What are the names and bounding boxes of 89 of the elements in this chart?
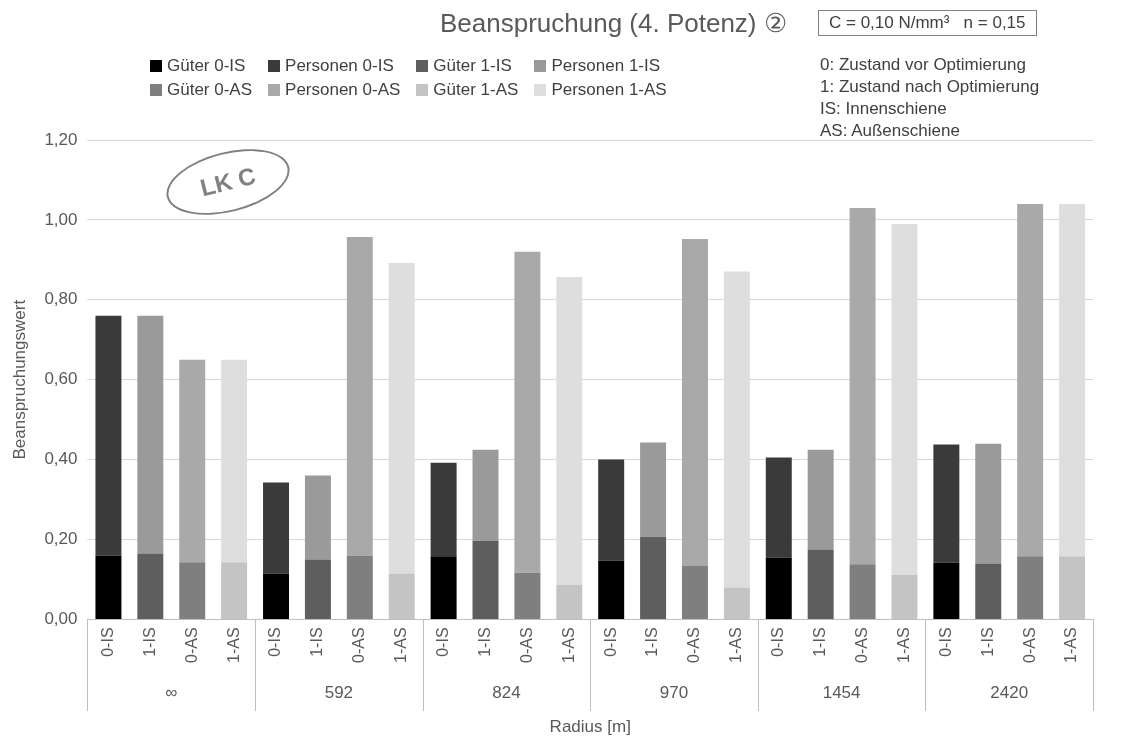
bar [975, 443, 1002, 564]
x-tick-label: 1-IS [308, 627, 326, 657]
x-tick-label: 0-IS [936, 627, 954, 657]
bar [263, 573, 290, 619]
bar [179, 359, 206, 563]
bar [346, 555, 373, 619]
bar [1017, 556, 1044, 619]
y-tick-label: 0,00 [44, 609, 78, 629]
text: IS: Innenschiene [820, 98, 948, 120]
text: ∞ [165, 682, 178, 702]
x-tick-label: 1-AS [559, 627, 577, 664]
text: 824 [492, 682, 521, 702]
y-tick-label: 1,20 [44, 129, 78, 149]
x-tick-label: 0-AS [852, 627, 870, 664]
text: 2420 [990, 682, 1029, 702]
x-tick-label: 0-AS [1020, 627, 1038, 664]
bar [179, 562, 206, 619]
x-tick-label: 1-AS [727, 627, 745, 664]
legend-label: Personen 1-IS [550, 56, 662, 76]
bar [137, 553, 164, 619]
text: 0: Zustand vor Optimierung [820, 54, 1027, 76]
bar [849, 207, 876, 565]
bar [682, 239, 708, 566]
bar [640, 442, 667, 537]
bar [765, 457, 792, 558]
bar [682, 565, 708, 619]
y-tick-label: 0,80 [44, 289, 78, 309]
bar [514, 572, 541, 619]
x-tick-label: 0-IS [266, 627, 284, 657]
bar [598, 560, 625, 619]
text: 970 [659, 682, 689, 702]
legend-label: Personen 0-AS [284, 80, 401, 100]
x-tick-label: 0-AS [517, 627, 535, 664]
x-tick-label: 1-IS [140, 627, 158, 657]
x-tick-label: 0-AS [685, 627, 703, 664]
bar [849, 564, 876, 619]
bar [1017, 203, 1044, 557]
legend-label: Güter 0-IS [166, 56, 247, 76]
bar [430, 556, 457, 619]
bar [304, 559, 331, 619]
y-tick-label: 0,20 [44, 529, 78, 549]
text: 1454 [822, 682, 861, 702]
text: C = 0,10 N/mm³ n = 0,15 [818, 10, 1037, 36]
bar [472, 540, 499, 619]
y-axis-title: Beanspruchungswert [9, 299, 29, 460]
legend-label: Güter 1-AS [432, 80, 519, 100]
x-tick-label: 0-AS [350, 627, 368, 664]
bar [95, 555, 122, 619]
x-tick-label: 1-IS [475, 627, 493, 657]
bar [807, 449, 834, 550]
bar [430, 462, 457, 557]
bar [598, 459, 625, 561]
x-tick-label: 0-IS [434, 627, 452, 657]
text: 592 [324, 682, 354, 702]
legend-label: Personen 1-AS [550, 80, 667, 100]
x-tick-label: 1-IS [978, 627, 996, 657]
bar [640, 536, 667, 619]
x-tick-label: 1-IS [643, 627, 661, 657]
bar [472, 449, 499, 541]
bar [765, 557, 792, 619]
legend-label: Güter 0-AS [166, 80, 253, 100]
bar [137, 315, 164, 554]
bar [304, 475, 331, 560]
x-tick-label: 1-IS [811, 627, 829, 657]
text: 1: Zustand nach Optimierung [820, 76, 1040, 98]
x-tick-label: 0-AS [182, 627, 200, 664]
x-tick-label: 1-AS [392, 627, 410, 664]
bar [933, 562, 960, 619]
bar [346, 237, 373, 556]
legend-label: Güter 1-IS [432, 56, 513, 76]
y-tick-label: 0,60 [44, 369, 78, 389]
bar [95, 315, 122, 556]
x-tick-label: 0-IS [98, 627, 116, 657]
bar [514, 251, 541, 573]
x-tick-label: 0-IS [601, 627, 619, 657]
x-tick-label: 1-AS [224, 627, 242, 664]
x-tick-label: 1-AS [1062, 627, 1080, 664]
y-tick-label: 1,00 [44, 209, 78, 229]
bar [807, 549, 834, 619]
annotation: AS: Außenschiene [820, 120, 961, 142]
bar [263, 482, 290, 574]
legend-label: Personen 0-IS [284, 56, 395, 76]
bar [933, 444, 960, 563]
x-tick-label: 1-AS [894, 627, 912, 664]
y-tick-label: 0,40 [44, 449, 78, 469]
x-axis-title: Radius [m] [549, 716, 631, 736]
bar [975, 563, 1002, 619]
chart-title: Beanspruchung (4. Potenz) ② [440, 8, 787, 39]
x-tick-label: 0-IS [769, 627, 787, 657]
